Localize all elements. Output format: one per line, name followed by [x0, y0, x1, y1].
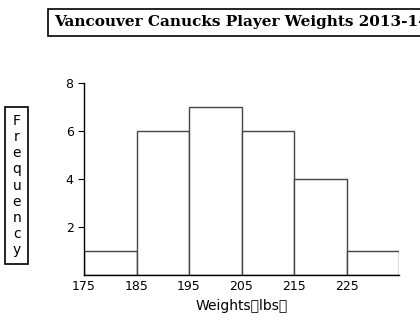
Text: F
r
e
q
u
e
n
c
y: F r e q u e n c y: [12, 114, 21, 257]
Bar: [84, 251, 136, 275]
Bar: [189, 107, 241, 275]
Bar: [346, 251, 399, 275]
Bar: [136, 131, 189, 275]
Bar: [241, 131, 294, 275]
Text: Vancouver Canucks Player Weights 2013-14: Vancouver Canucks Player Weights 2013-14: [54, 15, 420, 29]
Bar: [294, 179, 346, 275]
X-axis label: Weights（lbs）: Weights（lbs）: [195, 299, 288, 313]
